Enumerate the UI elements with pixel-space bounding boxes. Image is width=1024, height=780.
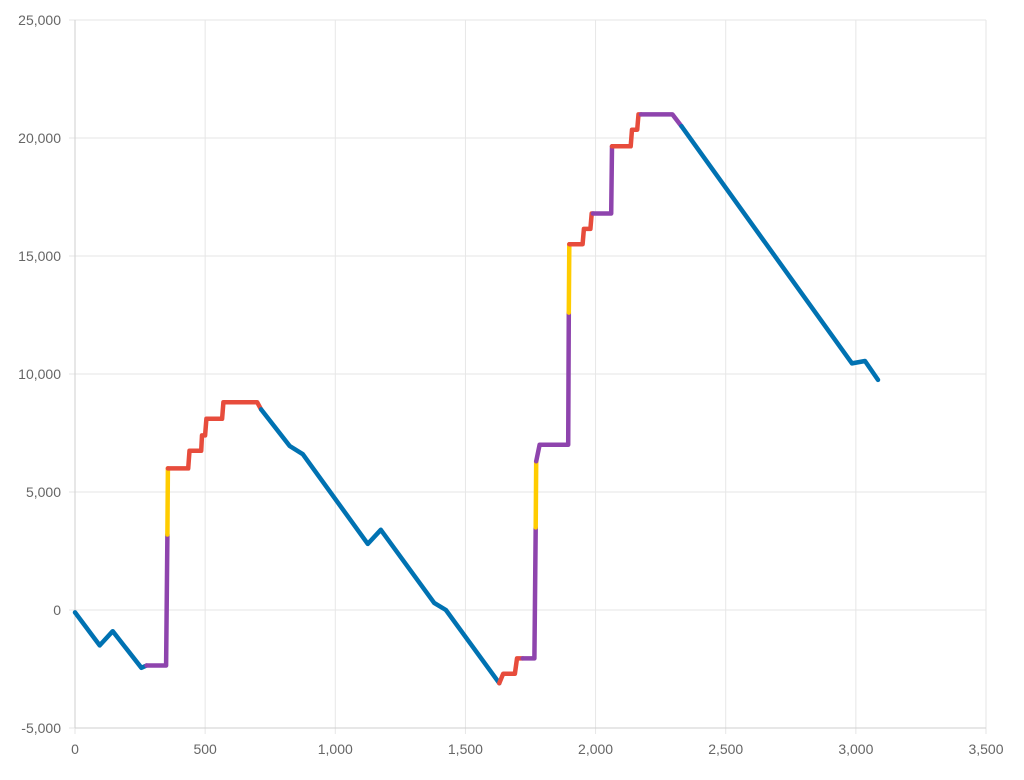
x-axis-tick-labels: 0 500 1,000 1,500 2,000 2,500 3,000 3,500 <box>71 741 1004 757</box>
series-segment-12 <box>609 112 644 149</box>
x-tick-label: 1,000 <box>318 741 353 757</box>
series-lines <box>72 112 881 686</box>
y-tick-label: 5,000 <box>26 484 61 500</box>
grid <box>69 19 987 734</box>
series-segment-13 <box>638 112 684 129</box>
x-tick-label: 3,500 <box>968 741 1003 757</box>
y-tick-label: 10,000 <box>18 366 61 382</box>
x-tick-label: 500 <box>193 741 217 757</box>
series-segment-2 <box>165 466 171 537</box>
series-segment-4 <box>258 407 502 686</box>
x-tick-label: 2,500 <box>708 741 743 757</box>
series-segment-10 <box>567 211 596 247</box>
y-tick-label: 20,000 <box>18 130 61 146</box>
x-tick-label: 0 <box>71 741 79 757</box>
y-axis-tick-labels: -5,000 0 5,000 10,000 15,000 20,000 25,000 <box>18 12 61 736</box>
series-segment-7 <box>533 459 539 530</box>
series-segment-0 <box>72 610 149 671</box>
y-tick-label: -5,000 <box>21 720 61 736</box>
x-tick-label: 1,500 <box>448 741 483 757</box>
series-segment-6 <box>520 525 538 661</box>
y-tick-label: 0 <box>53 602 61 618</box>
series-segment-9 <box>566 241 572 315</box>
series-segment-14 <box>679 123 881 383</box>
series-segment-1 <box>144 532 170 668</box>
axes <box>74 20 986 729</box>
y-tick-label: 15,000 <box>18 248 61 264</box>
x-tick-label: 2,000 <box>578 741 613 757</box>
y-tick-label: 25,000 <box>18 12 61 28</box>
x-tick-label: 3,000 <box>838 741 873 757</box>
series-segment-8 <box>533 310 572 464</box>
series-segment-5 <box>497 656 525 686</box>
series-segment-3 <box>165 400 264 471</box>
series-segment-11 <box>590 144 615 216</box>
